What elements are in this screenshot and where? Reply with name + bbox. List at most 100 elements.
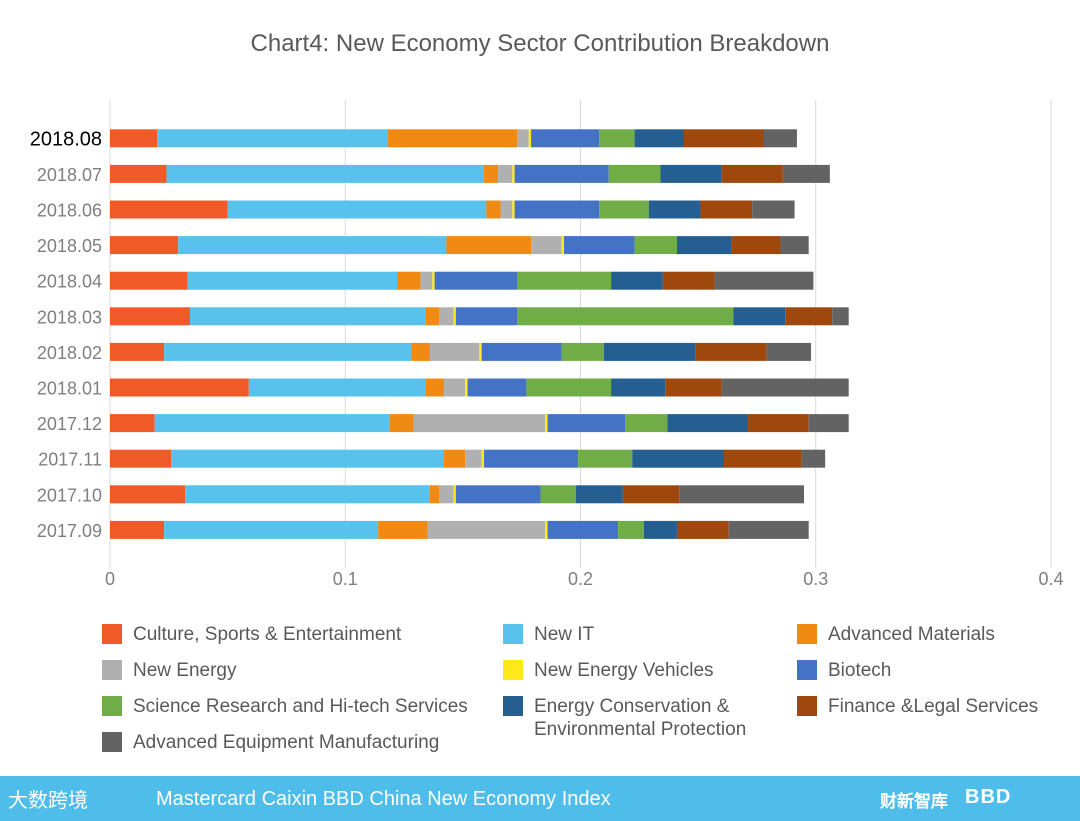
bar-segment-new-it	[154, 414, 390, 433]
bar-segment-energy-conservation-environmental-protection	[575, 485, 623, 504]
bar-segment-new-energy	[531, 236, 562, 255]
bar-segment-new-energy	[413, 414, 546, 433]
legend-swatch	[102, 696, 122, 716]
bar-segment-new-it	[189, 307, 426, 326]
bar-segment-culture-sports-entertainment	[110, 307, 190, 326]
bar-segment-new-energy	[516, 129, 529, 148]
legend-label: Energy Conservation & Environmental Prot…	[534, 696, 747, 740]
y-category-label: 2018.08	[30, 128, 102, 150]
bar-segment-science-research-and-hi-tech-services	[608, 164, 661, 183]
bar-segment-advanced-equipment-manufacturing	[766, 342, 812, 361]
bar-segment-new-energy	[465, 449, 482, 468]
bar-segment-new-energy-vehicles	[432, 271, 435, 290]
bar-segment-biotech	[484, 449, 579, 468]
legend-label: Advanced Equipment Manufacturing	[133, 732, 440, 753]
legend-swatch	[503, 660, 523, 680]
bar-segment-new-energy-vehicles	[481, 449, 485, 468]
bar-segment-new-it	[157, 129, 388, 148]
bar-segment-new-it	[248, 378, 426, 397]
bar-segment-finance-legal-services	[695, 342, 767, 361]
bar-segment-science-research-and-hi-tech-services	[578, 449, 633, 468]
bar-segment-finance-legal-services	[676, 520, 729, 539]
y-category-label: 2018.01	[37, 379, 102, 399]
bar-segment-advanced-equipment-manufacturing	[763, 129, 797, 148]
legend-swatch	[797, 696, 817, 716]
bar-segment-new-energy-vehicles	[512, 200, 515, 219]
bar-segment-finance-legal-services	[700, 200, 753, 219]
bar-segment-advanced-materials	[411, 342, 430, 361]
bar-segment-science-research-and-hi-tech-services	[516, 271, 612, 290]
bar-segment-new-it	[187, 271, 398, 290]
legend-swatch	[503, 624, 523, 644]
bar-segment-biotech	[514, 164, 609, 183]
bar-segment-biotech	[455, 485, 541, 504]
bar-segment-energy-conservation-environmental-protection	[632, 449, 725, 468]
bar-segment-energy-conservation-environmental-protection	[660, 164, 722, 183]
legend-swatch	[102, 624, 122, 644]
legend-label: Science Research and Hi-tech Services	[133, 696, 468, 717]
bar-segment-culture-sports-entertainment	[110, 378, 249, 397]
bar-segment-biotech	[434, 271, 517, 290]
bar-segment-advanced-materials	[486, 200, 501, 219]
legend-swatch	[102, 660, 122, 680]
bar-segment-new-energy	[444, 378, 466, 397]
bar-segment-new-energy	[420, 271, 433, 290]
bar-segment-advanced-equipment-manufacturing	[752, 200, 795, 219]
bar-segment-advanced-materials	[389, 414, 414, 433]
y-category-label: 2017.11	[38, 450, 102, 470]
legend-label: New Energy	[133, 660, 237, 681]
bar-segment-new-energy-vehicles	[465, 378, 468, 397]
bar-segment-advanced-materials	[444, 449, 466, 468]
bar-segment-culture-sports-entertainment	[110, 236, 179, 255]
bar-segment-science-research-and-hi-tech-services	[599, 129, 635, 148]
bar-segment-science-research-and-hi-tech-services	[634, 236, 677, 255]
x-tick-label: 0.3	[803, 569, 828, 589]
bar-segment-science-research-and-hi-tech-services	[540, 485, 576, 504]
bar-segment-science-research-and-hi-tech-services	[516, 307, 734, 326]
bar-segment-finance-legal-services	[721, 164, 783, 183]
bar-segment-advanced-equipment-manufacturing	[714, 271, 814, 290]
legend: Culture, Sports & Entertainment New IT Adv…	[0, 612, 1080, 762]
bar-segment-new-energy-vehicles	[479, 342, 482, 361]
legend-label: Biotech	[828, 660, 892, 681]
bar-segment-new-it	[171, 449, 445, 468]
bar-segment-finance-legal-services	[684, 129, 764, 148]
bar-segment-finance-legal-services	[724, 449, 802, 468]
bar-segment-finance-legal-services	[785, 307, 833, 326]
bar-segment-energy-conservation-environmental-protection	[611, 271, 663, 290]
bar-segment-energy-conservation-environmental-protection	[667, 414, 748, 433]
bar-segment-new-energy-vehicles	[453, 307, 456, 326]
bar-segment-energy-conservation-environmental-protection	[611, 378, 666, 397]
bar-segment-advanced-materials	[387, 129, 517, 148]
bar-segment-culture-sports-entertainment	[110, 342, 165, 361]
stacked-bar-chart: 0 0.1 0.2 0.3 0.4 2018.08 2018.07 2018.06 2018.0…	[30, 100, 1064, 589]
bar-segment-finance-legal-services	[665, 378, 722, 397]
y-category-label: 2018.02	[37, 343, 102, 363]
bar-segment-culture-sports-entertainment	[110, 164, 167, 183]
bar-segment-energy-conservation-environmental-protection	[648, 200, 701, 219]
y-category-label: 2018.06	[37, 201, 102, 221]
bar-segment-new-energy	[439, 307, 454, 326]
legend-label: Culture, Sports & Entertainment	[133, 624, 402, 645]
bar-segment-advanced-equipment-manufacturing	[801, 449, 826, 468]
bar-segment-new-energy-vehicles	[545, 414, 548, 433]
bar-segment-biotech	[481, 342, 562, 361]
legend-swatch	[797, 660, 817, 680]
bbd-logo: BBD	[965, 786, 1012, 808]
bar-segment-new-energy-vehicles	[545, 520, 548, 539]
legend-swatch	[503, 696, 523, 716]
bar-segment-culture-sports-entertainment	[110, 449, 172, 468]
bar-segment-advanced-equipment-manufacturing	[780, 236, 809, 255]
bar-segment-new-energy-vehicles	[561, 236, 565, 255]
bar-segment-advanced-equipment-manufacturing	[832, 307, 849, 326]
bar-segment-new-it	[185, 485, 430, 504]
bar-segment-biotech	[514, 200, 600, 219]
bar-segment-science-research-and-hi-tech-services	[599, 200, 649, 219]
bar-segment-advanced-equipment-manufacturing	[808, 414, 849, 433]
bar-segment-science-research-and-hi-tech-services	[561, 342, 605, 361]
bar-segment-energy-conservation-environmental-protection	[634, 129, 685, 148]
caixin-insight-logo: 财新智库	[880, 792, 948, 811]
bar-segment-advanced-equipment-manufacturing	[679, 485, 804, 504]
x-tick-label: 0.1	[333, 569, 358, 589]
bar-segment-new-energy	[429, 342, 480, 361]
